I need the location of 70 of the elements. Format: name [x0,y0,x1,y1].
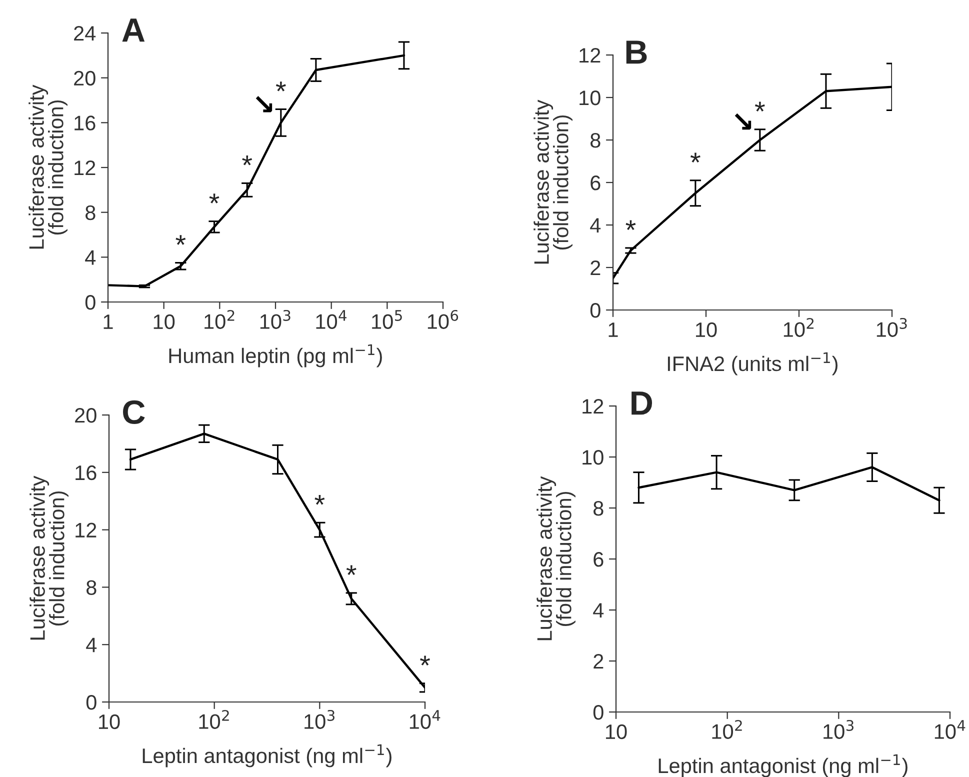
x-tick-label: 10$^{3}$ [304,710,334,729]
y-tick-label: 10 [582,450,604,465]
x-tick-label: 10$^{2}$ [199,710,229,729]
y-tick-label: 16 [76,465,96,480]
annotation: ↘ [256,96,272,112]
annotation: ↘ [734,113,752,130]
x-tick-label: 10 [606,724,627,740]
y-tick-label: 8 [86,580,96,595]
x-tick-label: 1 [104,314,113,329]
y-axis-title: Luciferase activity (fold induction) [536,476,576,640]
y-tick-label: 8 [86,205,96,220]
y-tick-label: 0 [593,705,604,720]
x-tick-label: 10 [154,314,175,330]
x-tick-label: 10$^{5}$ [372,310,402,329]
x-axis-title: Leptin antagonist (ng ml$^{−1}$) [142,744,392,768]
x-tick-label: 10$^{3}$ [876,318,907,337]
annotation: * [209,194,220,204]
x-tick-label: 10$^{4}$ [934,720,966,739]
chart-title: B [626,40,647,64]
annotation: * [242,156,252,166]
x-tick-label: 10 [99,714,120,730]
x-tick-label: 10$^{4}$ [410,710,440,729]
annotation: * [420,656,430,666]
y-tick-label: 8 [590,133,600,148]
y-tick-label: 0 [85,295,96,310]
y-axis-title: Luciferase activity (fold induction) [534,100,572,264]
annotation: * [314,494,325,505]
y-tick-label: 6 [594,552,604,567]
y-tick-label: 20 [75,408,96,423]
x-tick-label: 10$^{2}$ [204,310,234,329]
y-tick-label: 0 [86,695,96,710]
x-tick-label: 1 [608,322,618,337]
y-tick-label: 12 [76,522,96,538]
y-tick-label: 12 [74,160,96,176]
chart-title: D [632,392,652,415]
x-axis-title: IFNA2 (units ml$^{−1}$) [668,352,838,376]
y-tick-label: 20 [74,70,96,86]
annotation: * [690,152,700,162]
chart-title: C [123,400,145,424]
y-tick-label: 4 [86,638,97,652]
y-tick-label: 12 [582,399,604,414]
x-axis-title: Human leptin (pg ml$^{−1}$) [169,344,382,368]
y-tick-label: 12 [580,48,600,63]
chart-title: A [122,18,145,42]
x-tick-label: 10 [696,322,717,338]
x-tick-label: 10$^{3}$ [260,310,290,329]
y-tick-label: 4 [593,603,604,618]
y-tick-label: 10 [580,90,600,106]
x-tick-label: 10$^{4}$ [316,310,346,329]
y-tick-label: 4 [85,250,96,265]
x-axis-title: Leptin antagonist (ng ml$^{−1}$) [658,754,908,777]
annotation: * [754,102,765,112]
y-tick-label: 2 [590,260,600,276]
y-axis-title: Luciferase activity (fold induction) [30,476,68,640]
y-tick-label: 0 [590,303,600,318]
y-tick-label: 6 [590,176,600,190]
x-tick-label: 10$^{3}$ [824,720,854,739]
y-tick-label: 16 [74,116,96,130]
annotation: * [276,82,286,92]
x-tick-label: 10$^{2}$ [712,720,742,739]
y-tick-label: 24 [74,26,96,41]
annotation: * [176,235,186,245]
y-tick-label: 4 [590,218,601,233]
annotation: * [626,220,636,230]
annotation: * [346,565,356,576]
y-tick-label: 8 [594,501,604,516]
x-tick-label: 10$^{6}$ [428,310,458,329]
x-tick-label: 10$^{2}$ [784,318,814,337]
y-tick-label: 2 [594,654,604,669]
y-axis-title: Luciferase activity (fold induction) [28,84,68,249]
